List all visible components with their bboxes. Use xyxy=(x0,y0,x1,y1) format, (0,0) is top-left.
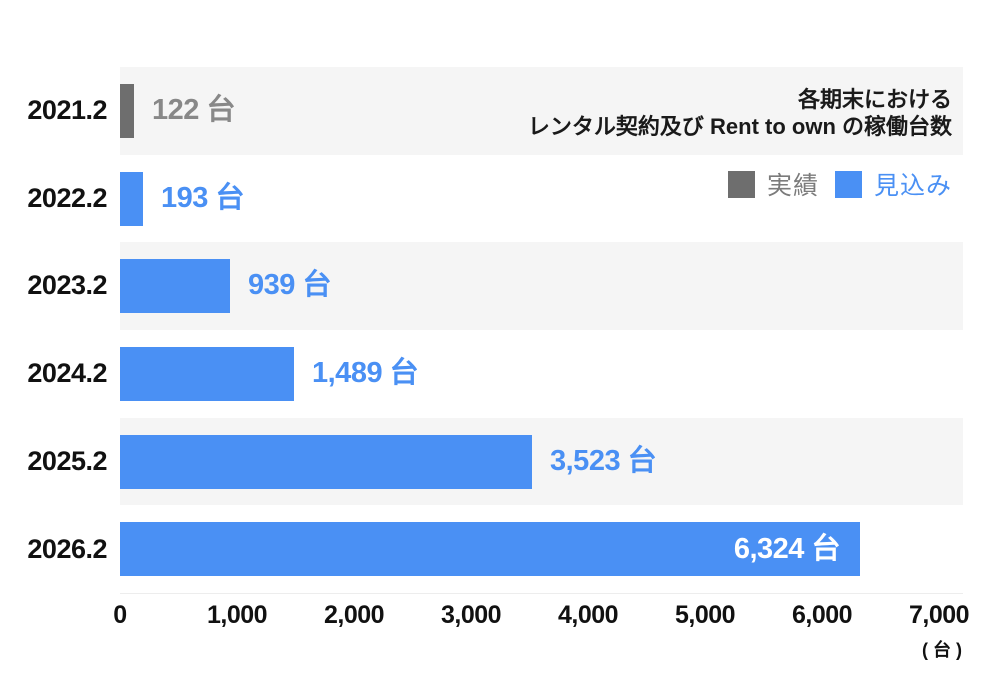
legend-label-forecast: 見込み xyxy=(873,172,952,200)
bar xyxy=(120,83,134,138)
year-label: 2021.2 xyxy=(27,95,107,125)
legend: 実績 見込み xyxy=(727,166,952,202)
x-axis-tick-label: 1,000 xyxy=(206,601,268,629)
row-band xyxy=(120,242,963,331)
legend-item-actual: 実績 xyxy=(727,166,819,202)
x-axis-tick-label: 6,000 xyxy=(791,601,853,629)
legend-swatch-actual-icon xyxy=(727,170,755,198)
year-label: 2023.2 xyxy=(27,270,107,301)
bar xyxy=(120,171,143,226)
value-label: 122 台 xyxy=(152,94,235,126)
year-label: 2022.2 xyxy=(27,182,107,213)
value-label: 1,489 台 xyxy=(312,357,419,390)
x-axis-tick-label: 4,000 xyxy=(557,601,619,629)
row-band xyxy=(120,67,963,155)
x-axis-tick-label: 0 xyxy=(113,601,127,629)
value-label: 193 台 xyxy=(161,181,244,214)
bar xyxy=(120,522,860,577)
chart-title: 各期末における レンタル契約及び Rent to own の稼働台数 xyxy=(528,86,952,140)
value-label: 3,523 台 xyxy=(550,444,657,477)
year-label: 2024.2 xyxy=(27,358,107,389)
legend-label-actual: 実績 xyxy=(766,172,819,200)
x-axis-tick-label: 7,000 xyxy=(908,601,970,629)
legend-swatch-forecast-icon xyxy=(834,170,862,198)
chart-title-line2: レンタル契約及び Rent to own の稼働台数 xyxy=(527,114,952,139)
bar xyxy=(120,434,532,489)
x-axis-unit: ( 台 ) xyxy=(922,640,962,660)
value-label: 939 台 xyxy=(248,269,331,302)
legend-item-forecast: 見込み xyxy=(834,166,952,202)
bar xyxy=(120,346,294,401)
year-label: 2026.2 xyxy=(27,533,107,564)
bar xyxy=(120,259,230,314)
plot-bottom-edge xyxy=(120,593,963,594)
x-axis-tick-label: 5,000 xyxy=(674,601,736,629)
value-label: 6,324 台 xyxy=(733,532,841,565)
year-label: 2025.2 xyxy=(27,445,107,476)
x-axis-tick-label: 3,000 xyxy=(440,601,502,629)
chart-title-line1: 各期末における xyxy=(797,87,952,112)
x-axis-tick-label: 2,000 xyxy=(323,601,385,629)
